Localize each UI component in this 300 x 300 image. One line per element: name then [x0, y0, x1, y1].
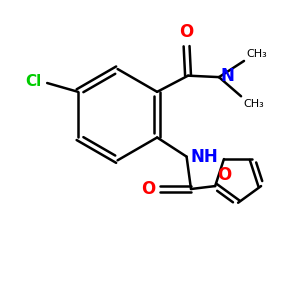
Text: NH: NH: [190, 148, 218, 166]
Text: O: O: [141, 180, 156, 198]
Text: CH₃: CH₃: [246, 49, 267, 58]
Text: O: O: [179, 23, 194, 41]
Text: CH₃: CH₃: [243, 99, 264, 109]
Text: N: N: [220, 67, 234, 85]
Text: O: O: [217, 166, 231, 184]
Text: Cl: Cl: [25, 74, 41, 89]
